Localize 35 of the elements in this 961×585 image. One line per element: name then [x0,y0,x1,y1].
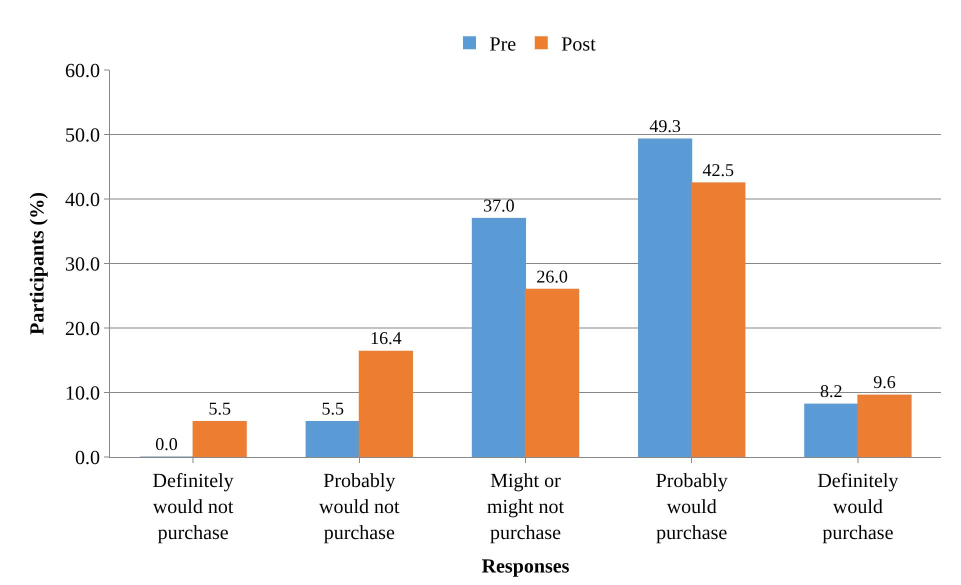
legend-label: Post [561,34,596,56]
x-tick-label: Might or might not purchase [486,470,565,544]
data-label: 0.0 [155,434,178,454]
y-tick-label: 40.0 [65,189,100,211]
bar [306,421,360,457]
data-label: 16.4 [370,328,402,348]
bar [192,421,247,457]
legend-label: Pre [490,34,516,56]
x-tick-label: Definitely would not purchase [152,470,234,544]
bar [472,218,526,457]
data-label: 49.3 [649,116,681,136]
bar [804,404,858,457]
bar [525,288,580,457]
y-axis-title: Participants (%) [26,192,48,335]
x-tick-label: Definitely would purchase [817,470,898,544]
y-tick-label: 0.0 [75,447,100,469]
data-label: 26.0 [536,266,568,286]
data-label: 42.5 [702,160,734,180]
y-tick-label: 60.0 [65,60,100,82]
data-label: 5.5 [321,398,344,419]
data-label: 9.6 [873,372,896,392]
y-tick-label: 10.0 [65,382,100,404]
data-label: 8.2 [820,381,843,402]
bar [691,182,746,457]
data-label: 5.5 [208,398,231,419]
y-tick-label: 20.0 [65,318,100,340]
bar [857,394,912,457]
x-tick-label: Probably would not purchase [319,470,400,544]
x-tick-label: Probably would purchase [656,470,728,544]
bar [638,138,692,457]
bar [358,350,413,457]
y-tick-label: 50.0 [65,124,100,146]
y-tick-label: 30.0 [65,254,100,276]
data-label: 37.0 [483,195,515,216]
x-axis-title: Responses [482,556,570,578]
